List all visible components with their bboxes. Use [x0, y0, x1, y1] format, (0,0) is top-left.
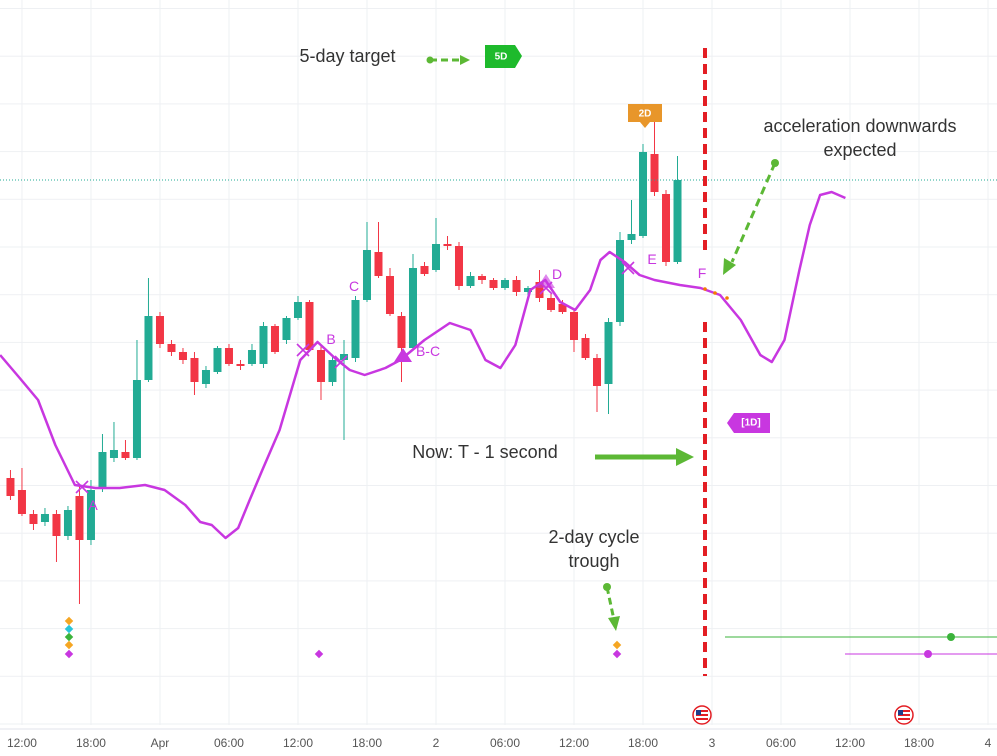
- candle-body: [282, 318, 291, 340]
- candle-body: [673, 180, 682, 262]
- candle-body: [604, 322, 613, 384]
- candle-body: [86, 490, 95, 540]
- x-tick-label: 18:00: [352, 736, 382, 750]
- annotation: 2-day cycle trough: [548, 527, 640, 571]
- x-tick-label: 06:00: [490, 736, 520, 750]
- candle-body: [236, 364, 245, 366]
- candle-body: [259, 326, 268, 364]
- candle-body: [40, 514, 49, 522]
- badge: 5D: [494, 51, 508, 63]
- x-tick-label: 06:00: [214, 736, 244, 750]
- candle-body: [639, 152, 648, 236]
- candle-body: [224, 348, 233, 364]
- candle-body: [293, 302, 302, 318]
- wave-label: F: [697, 265, 707, 281]
- candle-body: [558, 304, 567, 312]
- candle-body: [431, 244, 440, 270]
- candle-body: [650, 154, 659, 192]
- candle-body: [466, 276, 475, 286]
- candle-body: [328, 360, 337, 382]
- candle-body: [351, 300, 360, 358]
- x-tick-label: 12:00: [559, 736, 589, 750]
- wave-label: B: [326, 331, 336, 347]
- x-tick-label: 18:00: [904, 736, 934, 750]
- candle-body: [270, 326, 279, 352]
- wave-label: D: [551, 266, 563, 282]
- x-tick-label: 18:00: [628, 736, 658, 750]
- candle-body: [63, 510, 72, 536]
- candle-body: [593, 358, 602, 386]
- horizontal-grid: [0, 0, 997, 725]
- candle-body: [500, 280, 509, 288]
- x-tick-label: 4: [985, 736, 992, 750]
- candle-body: [132, 380, 141, 458]
- candle-body: [98, 452, 107, 488]
- candle-body: [374, 252, 383, 276]
- wave-label: A: [88, 497, 98, 513]
- candle-body: [52, 514, 61, 536]
- candle-body: [201, 370, 210, 384]
- candle-body: [443, 244, 452, 246]
- candle-body: [6, 478, 15, 496]
- x-tick-label: Apr: [151, 736, 170, 750]
- candle-body: [213, 348, 222, 372]
- candle-body: [155, 316, 164, 344]
- candle-body: [17, 490, 26, 514]
- candle-body: [420, 266, 429, 274]
- x-tick-label: 12:00: [7, 736, 37, 750]
- candle-body: [305, 302, 314, 350]
- candle-body: [178, 352, 187, 360]
- x-tick-label: 12:00: [283, 736, 313, 750]
- candle-body: [489, 280, 498, 288]
- candle-body: [408, 268, 417, 348]
- candle-body: [339, 354, 348, 360]
- candle-body: [477, 276, 486, 280]
- annotation: Now: T - 1 second: [412, 442, 558, 462]
- annotation: acceleration downwards expected: [763, 116, 957, 160]
- candle-body: [190, 358, 199, 382]
- candle-body: [75, 496, 84, 540]
- badge: 2D: [638, 108, 652, 120]
- x-tick-label: 18:00: [76, 736, 106, 750]
- decorations: [0, 45, 997, 730]
- x-tick-label: 3: [709, 736, 716, 750]
- wave-label: C: [348, 278, 360, 294]
- candle-body: [512, 280, 521, 292]
- candle-body: [29, 514, 38, 524]
- candle-body: [535, 282, 544, 298]
- wave-label: E: [647, 251, 657, 267]
- candle-body: [616, 240, 625, 322]
- candle-body: [523, 288, 532, 292]
- x-tick-label: 06:00: [766, 736, 796, 750]
- candle-body: [570, 312, 579, 340]
- badge: [1D]: [741, 417, 761, 429]
- candle-body: [547, 298, 556, 310]
- candle-body: [385, 276, 394, 314]
- candle-body: [581, 338, 590, 358]
- annotation: 5-day target: [299, 46, 396, 66]
- candle-body: [662, 194, 671, 262]
- candle-body: [144, 316, 153, 380]
- candle-body: [454, 246, 463, 286]
- cycle-line: [0, 190, 846, 540]
- candle-body: [397, 316, 406, 348]
- wave-label: B-C: [415, 343, 441, 359]
- candle-body: [247, 350, 256, 364]
- candle-body: [109, 450, 118, 458]
- candle-body: [362, 250, 371, 300]
- candle-body: [167, 344, 176, 352]
- candle-body: [627, 234, 636, 240]
- candle-body: [121, 452, 130, 458]
- x-tick-label: 2: [433, 736, 440, 750]
- x-tick-label: 12:00: [835, 736, 865, 750]
- candle-body: [316, 350, 325, 382]
